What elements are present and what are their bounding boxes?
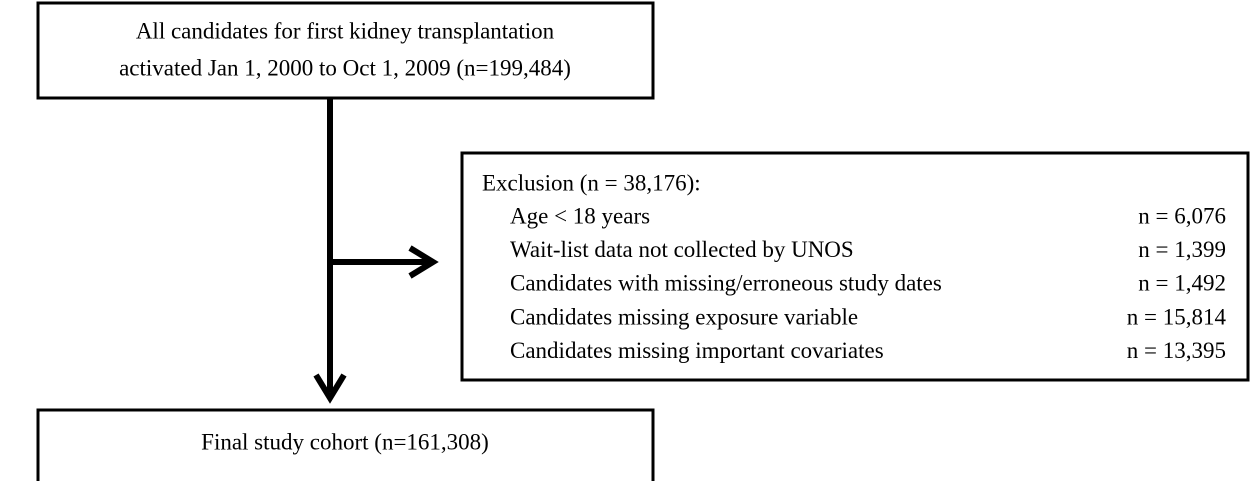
exclusion-box (460, 151, 1250, 382)
start-label: All candidates for first kidney transpla… (136, 18, 555, 43)
start-label: activated Jan 1, 2000 to Oct 1, 2009 (n=… (119, 55, 571, 80)
exclusion-title: Exclusion (n = 38,176): (482, 170, 701, 195)
exclusion-item-count: n = 1,399 (1138, 237, 1226, 262)
exclusion-item-count: n = 1,492 (1138, 271, 1226, 296)
exclusion-item-count: n = 6,076 (1138, 203, 1226, 228)
down-arrowhead (313, 373, 347, 404)
exclusion-item-label: Candidates missing important covariates (510, 338, 884, 363)
exclusion-item-label: Wait-list data not collected by UNOS (510, 237, 854, 262)
exclusion-items: Age < 18 years n = 6,076 Wait-list data no… (510, 203, 1226, 363)
exclusion-item-label: Candidates missing exposure variable (510, 304, 858, 329)
start-box (36, 1, 655, 100)
side-arrowhead (408, 245, 439, 279)
final-label: Final study cohort (n=161,308) (201, 429, 489, 454)
exclusion-item-label: Candidates with missing/erroneous study … (510, 271, 942, 296)
exclusion-item-count: n = 15,814 (1127, 304, 1227, 329)
final-box (36, 408, 655, 481)
exclusion-item-count: n = 13,395 (1127, 338, 1226, 363)
exclusion-item-label: Age < 18 years (510, 203, 650, 228)
